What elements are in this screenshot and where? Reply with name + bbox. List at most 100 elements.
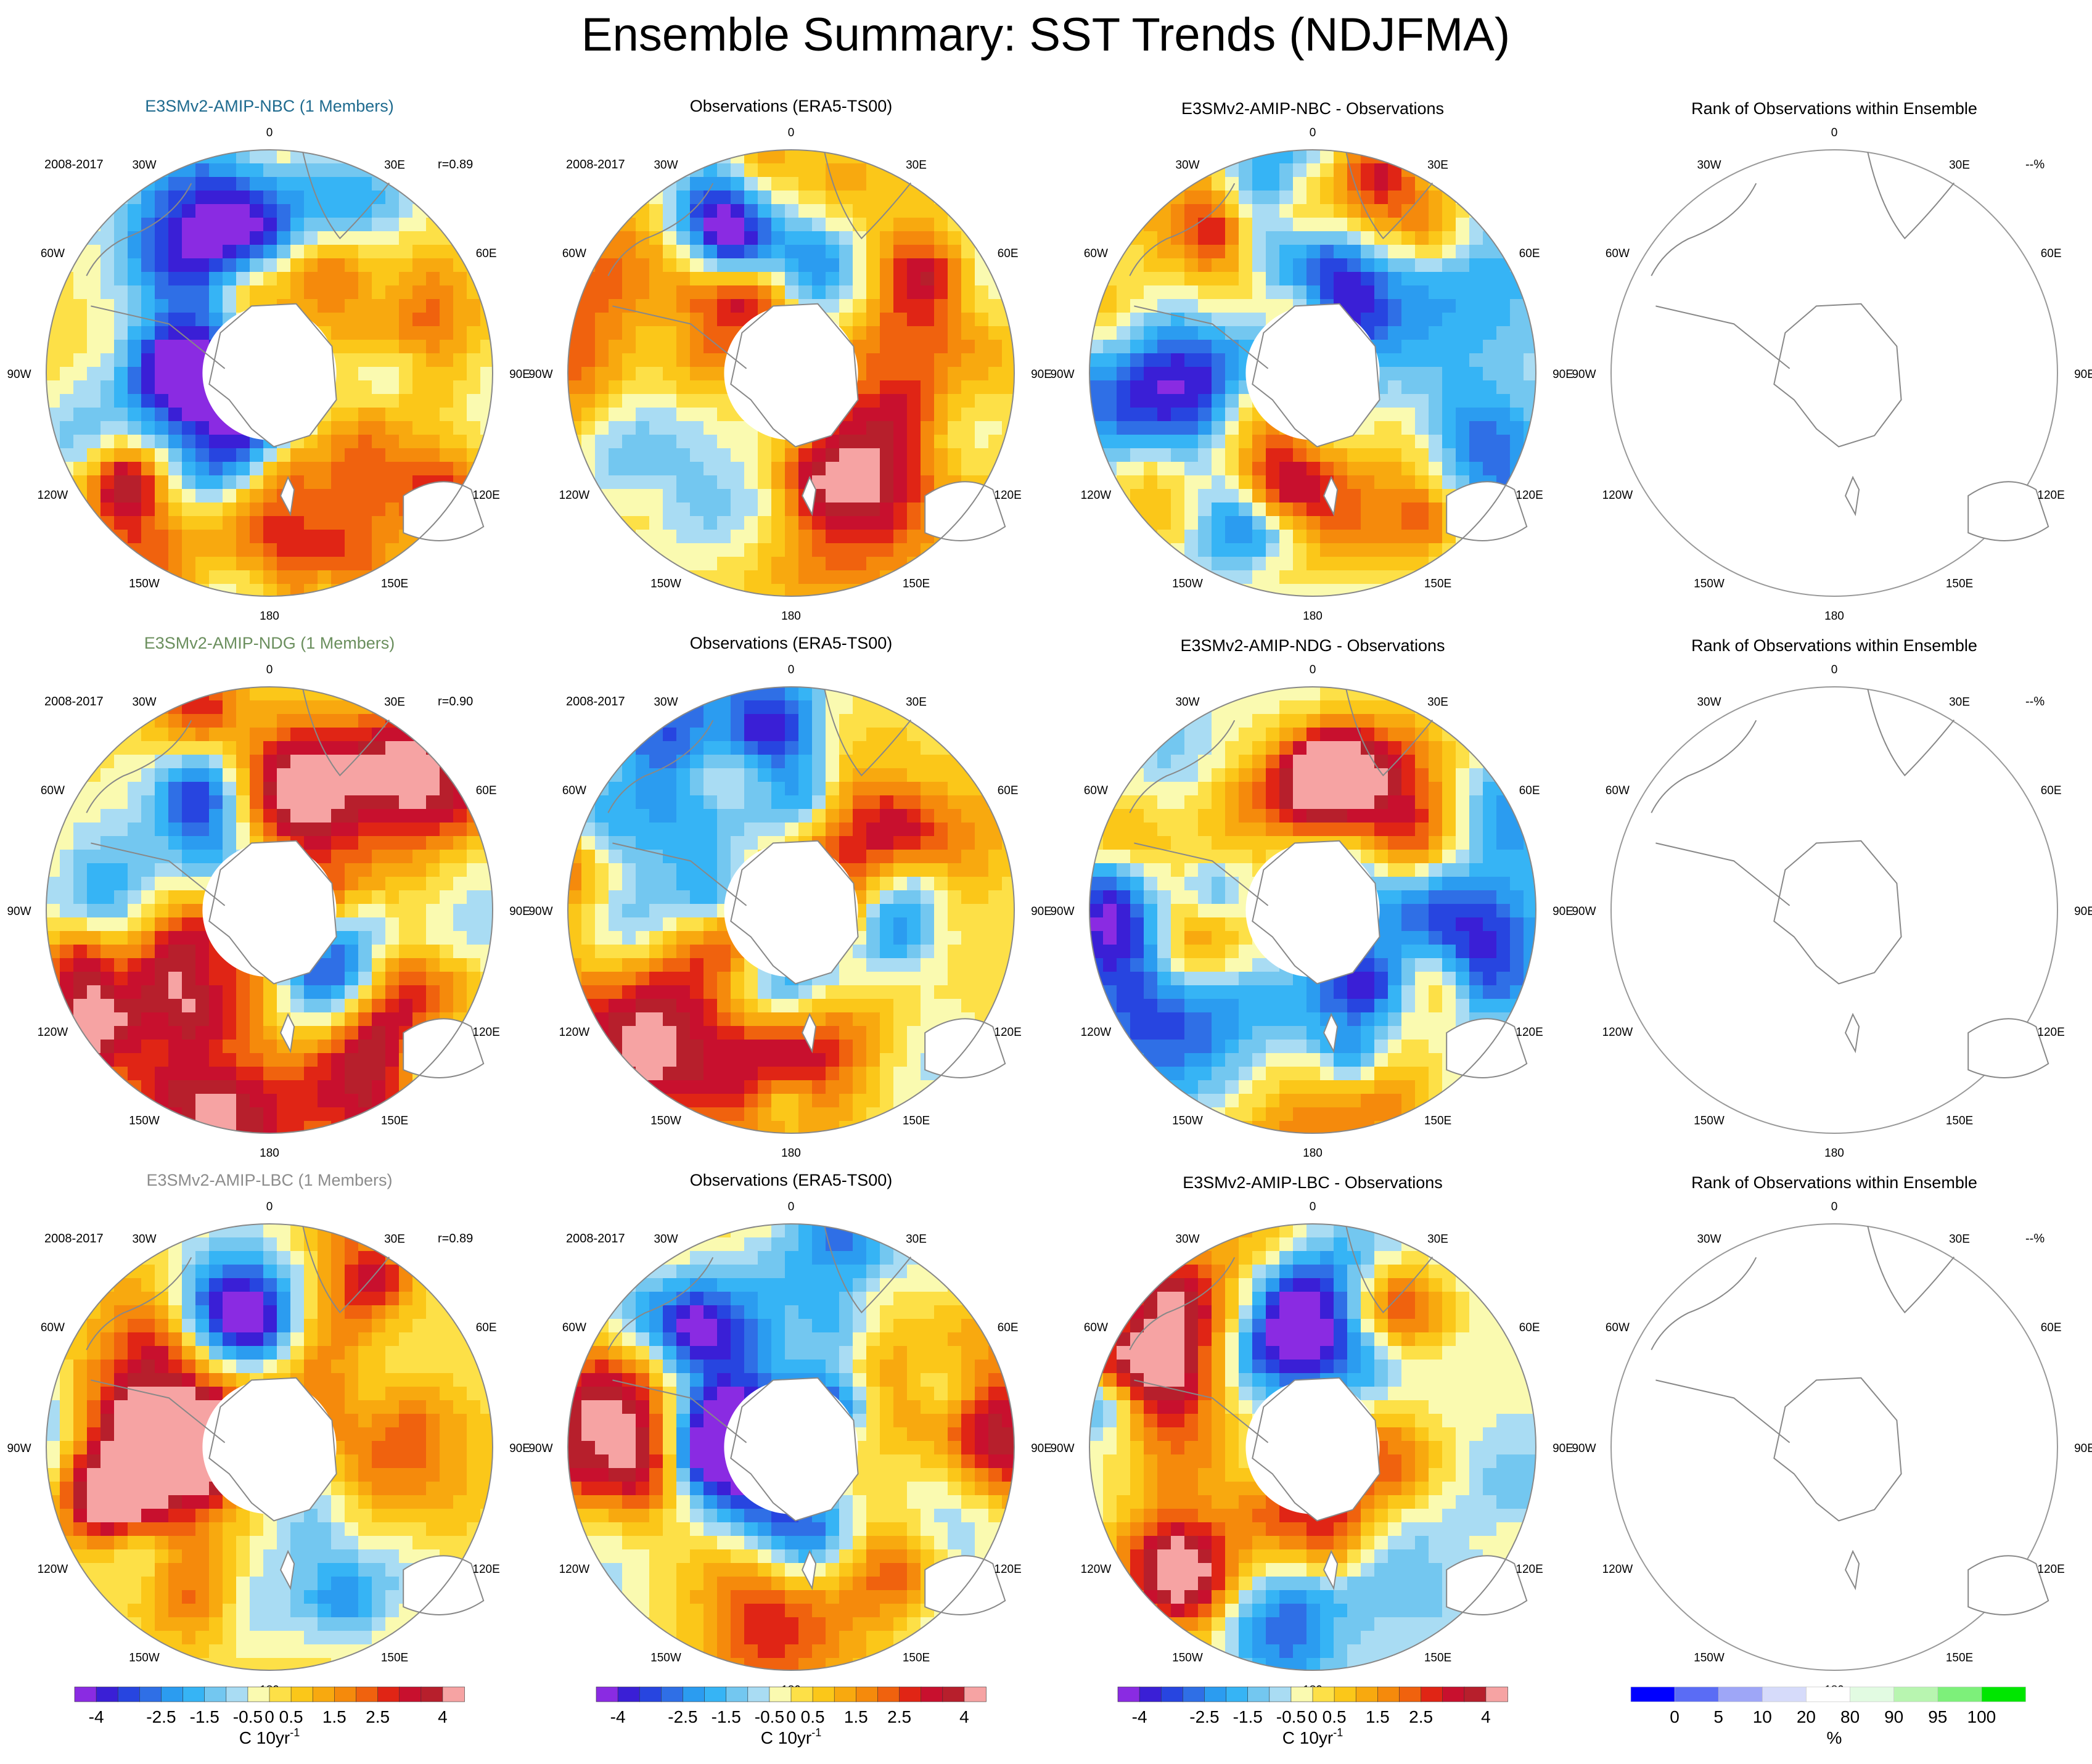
trend-cell: [1388, 782, 1402, 796]
trend-cell: [1401, 326, 1416, 340]
trend-cell: [839, 177, 853, 191]
trend-cell: [798, 714, 813, 728]
trend-cell: [209, 557, 223, 571]
trend-cell: [304, 1053, 318, 1067]
trend-cell: [649, 448, 663, 462]
trend-cell: [100, 985, 115, 999]
trend-cell: [1401, 823, 1416, 837]
trend-cell: [1388, 150, 1402, 164]
trend-cell: [771, 1026, 786, 1040]
trend-cell: [345, 340, 359, 354]
trend-cell: [318, 741, 332, 755]
trend-cell: [595, 931, 609, 945]
trend-cell: [1130, 516, 1144, 530]
trend-cell: [1266, 768, 1280, 782]
trend-cell: [1002, 904, 1014, 918]
trend-cell: [1306, 177, 1321, 191]
trend-cell: [1415, 448, 1429, 462]
trend-cell: [948, 462, 962, 476]
trend-cell: [568, 931, 582, 945]
trend-cell: [114, 972, 128, 986]
trend-cell: [798, 543, 813, 557]
trend-cell: [399, 299, 413, 313]
trend-cell: [263, 584, 277, 596]
trend-cell: [1130, 380, 1144, 395]
trend-cell: [412, 313, 427, 327]
trend-cell: [649, 931, 663, 945]
trend-cell: [1320, 557, 1334, 571]
africa-outline: [1345, 152, 1434, 240]
trend-cell: [277, 741, 291, 755]
trend-cell: [1415, 836, 1429, 850]
trend-cell: [839, 728, 853, 742]
trend-cell: [1496, 809, 1511, 823]
trend-cell: [1429, 768, 1443, 782]
trend-cell: [440, 863, 454, 877]
trend-cell: [934, 972, 948, 986]
trend-cell: [934, 245, 948, 259]
trend-cell: [961, 462, 975, 476]
trend-cell: [907, 231, 921, 245]
trend-cell: [853, 218, 867, 232]
trend-cell: [412, 448, 427, 462]
trend-cell: [663, 218, 677, 232]
trend-cell: [798, 285, 813, 300]
trend-cell: [168, 768, 183, 782]
trend-cell: [1306, 285, 1321, 300]
trend-cell: [771, 1067, 786, 1081]
trend-cell: [1293, 503, 1307, 517]
longitude-label: 120E: [994, 489, 1021, 502]
trend-cell: [798, 570, 813, 585]
trend-cell: [907, 917, 921, 932]
trend-cell: [87, 245, 101, 259]
trend-cell: [87, 340, 101, 354]
trend-cell: [1225, 435, 1239, 449]
trend-cell: [595, 972, 609, 986]
trend-cell: [717, 809, 731, 823]
trend-cell: [1429, 823, 1443, 837]
trend-cell: [223, 809, 237, 823]
trend-cell: [73, 258, 88, 273]
trend-cell: [1334, 584, 1348, 596]
trend-cell: [1320, 191, 1334, 205]
trend-cell: [87, 972, 101, 986]
trend-cell: [440, 985, 454, 999]
trend-cell: [853, 258, 867, 273]
trend-cell: [1279, 258, 1294, 273]
trend-cell: [948, 353, 962, 367]
trend-cell: [358, 700, 372, 715]
trend-cell: [690, 408, 704, 422]
trend-cell: [358, 421, 372, 435]
trend-cell: [263, 782, 277, 796]
trend-cell: [73, 985, 88, 999]
trend-cell: [1415, 823, 1429, 837]
trend-cell: [155, 958, 169, 972]
trend-cell: [304, 755, 318, 769]
trend-cell: [1442, 285, 1456, 300]
trend-cell: [1117, 394, 1131, 408]
trend-cell: [636, 489, 650, 503]
trend-cell: [703, 877, 718, 891]
trend-cell: [412, 367, 427, 381]
trend-cell: [988, 340, 1003, 354]
trend-cell: [1334, 177, 1348, 191]
trend-cell: [771, 448, 786, 462]
trend-cell: [1401, 231, 1416, 245]
trend-cell: [223, 245, 237, 259]
trend-cell: [731, 272, 745, 286]
trend-cell: [866, 931, 880, 945]
trend-cell: [155, 204, 169, 218]
trend-cell: [209, 435, 223, 449]
trend-cell: [866, 435, 880, 449]
trend-cell: [195, 326, 210, 340]
trend-cell: [1239, 191, 1253, 205]
trend-cell: [649, 218, 663, 232]
trend-cell: [385, 421, 400, 435]
trend-cell: [1415, 530, 1429, 544]
trend-cell: [948, 972, 962, 986]
trend-cell: [1374, 299, 1389, 313]
trend-cell: [1225, 326, 1239, 340]
trend-cell: [73, 313, 88, 327]
trend-cell: [717, 177, 731, 191]
trend-cell: [399, 823, 413, 837]
